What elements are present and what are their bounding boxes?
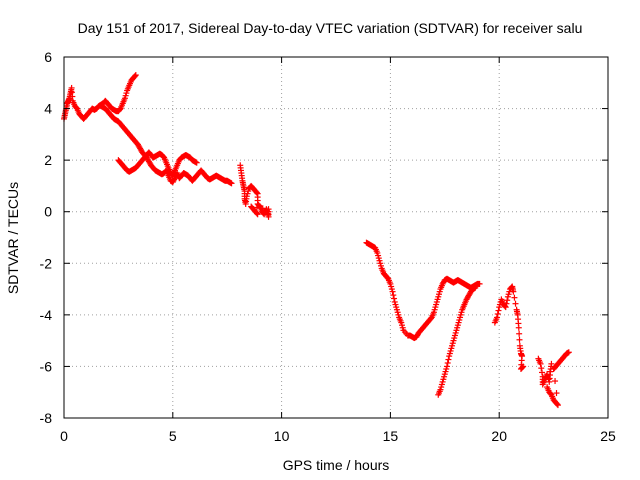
y-tick-label: 0	[44, 204, 52, 220]
x-tick-label: 5	[169, 428, 177, 444]
data-point	[443, 363, 450, 370]
x-tick-label: 10	[274, 428, 290, 444]
data-point	[228, 180, 235, 187]
x-axis-title: GPS time / hours	[283, 457, 390, 473]
data-point	[545, 376, 552, 383]
data-point	[565, 349, 572, 356]
data-point	[511, 294, 518, 301]
y-tick-label: -4	[40, 307, 53, 323]
y-tick-label: 4	[44, 101, 52, 117]
data-point	[494, 310, 501, 317]
y-tick-label: -8	[40, 410, 53, 426]
y-tick-label: 6	[44, 49, 52, 65]
data-point	[512, 300, 519, 307]
data-point	[503, 300, 510, 307]
y-tick-label: 2	[44, 152, 52, 168]
data-point	[494, 314, 501, 321]
data-point	[472, 284, 479, 291]
grid-lines	[64, 57, 608, 418]
data-point	[554, 402, 561, 409]
data-point	[519, 364, 526, 371]
data-point	[132, 72, 139, 79]
data-point	[253, 210, 260, 217]
x-tick-label: 15	[383, 428, 399, 444]
data-point	[132, 72, 139, 79]
data-point	[553, 390, 560, 397]
data-point	[171, 176, 178, 183]
x-tick-label: 25	[600, 428, 616, 444]
data-point	[516, 330, 523, 337]
data-point	[504, 297, 511, 304]
x-tick-label: 0	[60, 428, 68, 444]
data-points	[61, 72, 572, 409]
data-point	[520, 363, 527, 370]
data-point	[516, 336, 523, 343]
data-point	[538, 369, 545, 376]
y-tick-label: -6	[40, 358, 53, 374]
data-point	[254, 211, 261, 218]
data-point	[259, 205, 266, 212]
data-point	[538, 365, 545, 372]
data-point	[444, 359, 451, 366]
data-point	[445, 356, 452, 363]
axis-ticks: 0 5 10 15 20 25 -8 -6 -4 -2 0 2 4 6	[40, 49, 616, 444]
data-point	[253, 189, 260, 196]
y-axis-title: SDTVAR / TECUs	[5, 182, 21, 294]
data-point	[495, 307, 502, 314]
chart-title: Day 151 of 2017, Sidereal Day-to-day VTE…	[78, 20, 583, 36]
data-point	[537, 360, 544, 367]
plot-frame	[63, 56, 609, 419]
y-tick-label: -2	[40, 255, 53, 271]
data-point	[265, 206, 272, 213]
data-point	[391, 295, 398, 302]
data-point	[515, 324, 522, 331]
data-point	[476, 280, 483, 287]
data-point	[510, 288, 517, 295]
x-tick-label: 20	[491, 428, 507, 444]
data-point	[554, 401, 561, 408]
data-point	[552, 378, 559, 385]
data-point	[546, 368, 553, 375]
data-point	[389, 288, 396, 295]
data-point	[193, 159, 200, 166]
data-point	[548, 360, 555, 367]
data-point	[390, 292, 397, 299]
data-point	[502, 304, 509, 311]
